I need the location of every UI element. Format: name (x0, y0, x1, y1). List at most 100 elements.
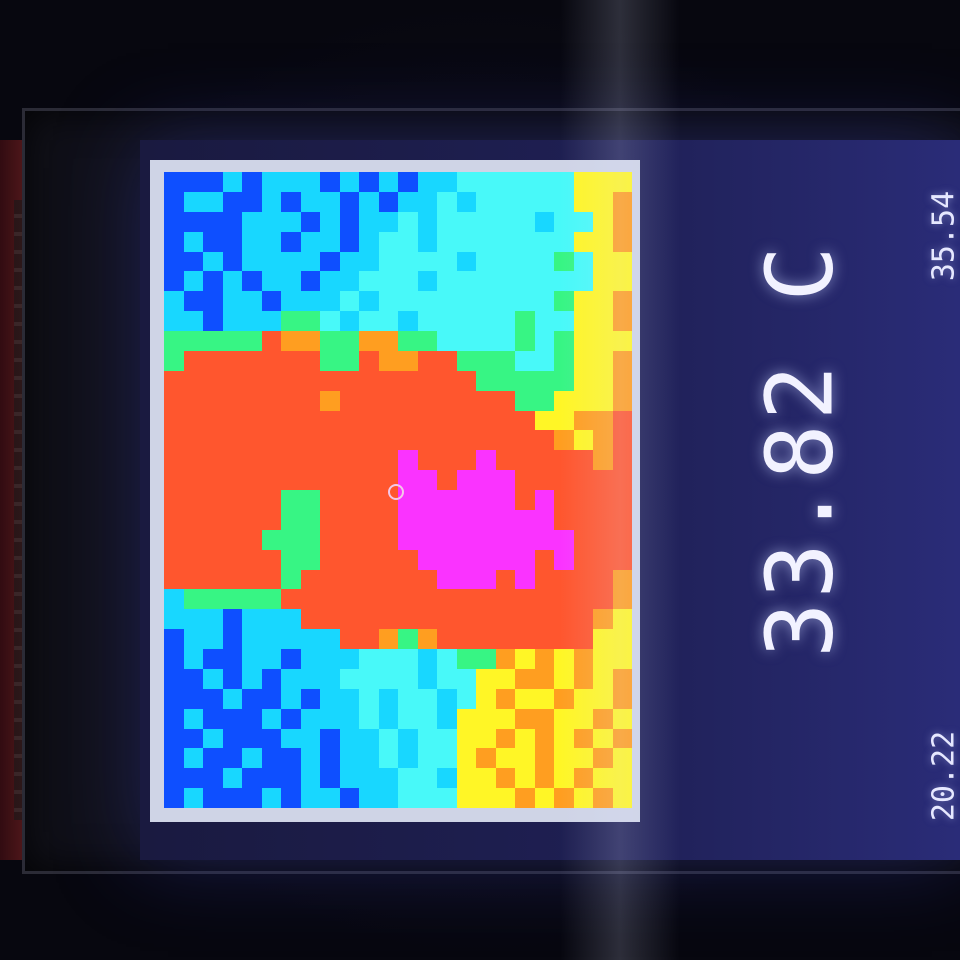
thermal-pixel (612, 768, 632, 789)
thermal-pixel (398, 291, 418, 312)
thermal-pixel (203, 549, 223, 570)
thermal-pixel (476, 509, 496, 530)
thermal-pixel (183, 509, 203, 530)
thermal-pixel (593, 589, 613, 610)
thermal-pixel (261, 649, 281, 669)
thermal-pixel (164, 509, 184, 530)
thermal-pixel (164, 748, 184, 769)
thermal-pixel (437, 549, 457, 570)
thermal-pixel (534, 291, 554, 312)
thermal-pixel (164, 549, 184, 570)
thermal-pixel (222, 668, 242, 689)
thermal-pixel (515, 430, 535, 451)
thermal-pixel (300, 390, 320, 411)
thermal-pixel (593, 370, 613, 391)
thermal-pixel (437, 430, 457, 451)
thermal-pixel (398, 450, 418, 471)
thermal-pixel (398, 629, 418, 649)
thermal-pixel (534, 569, 554, 590)
thermal-pixel (593, 291, 613, 312)
thermal-pixel (495, 748, 515, 769)
thermal-pixel (261, 569, 281, 590)
thermal-pixel (300, 251, 320, 272)
thermal-pixel (183, 609, 203, 630)
thermal-pixel (300, 370, 320, 391)
thermal-pixel (593, 788, 613, 808)
thermal-pixel (554, 629, 574, 649)
thermal-pixel (203, 251, 223, 272)
thermal-pixel (164, 172, 184, 192)
thermal-pixel (203, 688, 223, 709)
thermal-pixel (573, 172, 593, 192)
thermal-pixel (476, 490, 496, 510)
thermal-pixel (320, 331, 340, 351)
thermal-pixel (612, 172, 632, 192)
thermal-pixel (339, 211, 359, 232)
thermal-pixel (612, 291, 632, 312)
thermal-pixel (378, 191, 398, 212)
thermal-pixel (437, 788, 457, 808)
thermal-pixel (456, 390, 476, 411)
thermal-pixel (222, 728, 242, 749)
thermal-pixel (359, 668, 379, 689)
thermal-pixel (515, 172, 535, 192)
thermal-pixel (554, 529, 574, 550)
thermal-pixel (593, 191, 613, 212)
thermal-pixel (281, 688, 301, 709)
thermal-pixel (300, 191, 320, 212)
thermal-pixel (398, 768, 418, 789)
thermal-pixel (203, 788, 223, 808)
thermal-pixel (359, 470, 379, 490)
thermal-pixel (378, 450, 398, 471)
thermal-pixel (612, 529, 632, 550)
thermal-pixel (476, 688, 496, 709)
thermal-pixel (222, 490, 242, 510)
thermal-pixel (164, 430, 184, 451)
thermal-pixel (261, 609, 281, 630)
thermal-pixel (437, 688, 457, 709)
thermal-pixel (437, 251, 457, 272)
thermal-pixel (164, 231, 184, 252)
thermal-pixel (300, 688, 320, 709)
thermal-pixel (359, 549, 379, 570)
thermal-pixel (300, 410, 320, 431)
thermal-pixel (222, 370, 242, 391)
thermal-pixel (456, 708, 476, 729)
thermal-pixel (300, 629, 320, 649)
thermal-pixel (300, 470, 320, 490)
thermal-pixel (222, 649, 242, 669)
thermal-pixel (242, 231, 262, 252)
thermal-pixel (261, 172, 281, 192)
thermal-pixel (222, 331, 242, 351)
thermal-pixel (573, 251, 593, 272)
thermal-pixel (320, 370, 340, 391)
thermal-pixel (573, 629, 593, 649)
thermal-pixel (339, 688, 359, 709)
thermal-pixel (300, 768, 320, 789)
thermal-pixel (281, 291, 301, 312)
thermal-pixel (203, 748, 223, 769)
thermal-pixel (359, 251, 379, 272)
thermal-pixel (339, 629, 359, 649)
thermal-pixel (398, 350, 418, 371)
thermal-pixel (476, 748, 496, 769)
thermal-pixel (515, 231, 535, 252)
thermal-pixel (281, 311, 301, 331)
thermal-pixel (437, 589, 457, 610)
thermal-pixel (593, 609, 613, 630)
thermal-pixel (417, 291, 437, 312)
thermal-pixel (222, 211, 242, 232)
thermal-pixel (456, 589, 476, 610)
thermal-pixel (515, 311, 535, 331)
thermal-pixel (281, 231, 301, 252)
thermal-pixel (593, 311, 613, 331)
thermal-pixel (222, 311, 242, 331)
thermal-pixel (203, 529, 223, 550)
thermal-pixel (359, 788, 379, 808)
thermal-pixel (300, 291, 320, 312)
thermal-pixel (495, 172, 515, 192)
thermal-pixel (495, 688, 515, 709)
thermal-pixel (378, 430, 398, 451)
thermal-pixel (378, 350, 398, 371)
thermal-pixel (300, 728, 320, 749)
